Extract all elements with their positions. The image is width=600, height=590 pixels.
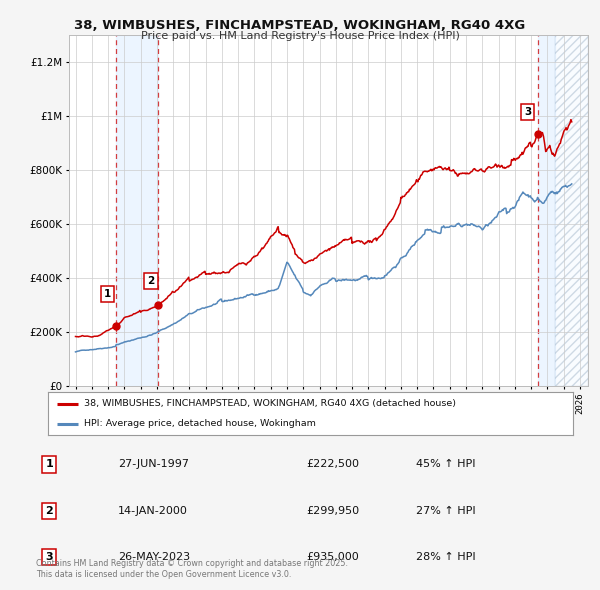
Text: HPI: Average price, detached house, Wokingham: HPI: Average price, detached house, Woki… bbox=[84, 419, 316, 428]
Text: £222,500: £222,500 bbox=[306, 460, 359, 470]
Text: 26-MAY-2023: 26-MAY-2023 bbox=[118, 552, 190, 562]
Text: 45% ↑ HPI: 45% ↑ HPI bbox=[416, 460, 476, 470]
Bar bbox=[538, 35, 556, 386]
Bar bbox=[556, 35, 588, 386]
Text: 14-JAN-2000: 14-JAN-2000 bbox=[118, 506, 188, 516]
Bar bbox=[116, 35, 158, 386]
Text: £299,950: £299,950 bbox=[306, 506, 359, 516]
Text: 27% ↑ HPI: 27% ↑ HPI bbox=[416, 506, 476, 516]
Text: £935,000: £935,000 bbox=[306, 552, 359, 562]
Text: 3: 3 bbox=[46, 552, 53, 562]
Text: 38, WIMBUSHES, FINCHAMPSTEAD, WOKINGHAM, RG40 4XG (detached house): 38, WIMBUSHES, FINCHAMPSTEAD, WOKINGHAM,… bbox=[84, 399, 456, 408]
Text: 3: 3 bbox=[524, 107, 532, 117]
Text: 38, WIMBUSHES, FINCHAMPSTEAD, WOKINGHAM, RG40 4XG: 38, WIMBUSHES, FINCHAMPSTEAD, WOKINGHAM,… bbox=[74, 19, 526, 32]
Text: Price paid vs. HM Land Registry's House Price Index (HPI): Price paid vs. HM Land Registry's House … bbox=[140, 31, 460, 41]
Text: 1: 1 bbox=[46, 460, 53, 470]
Text: 28% ↑ HPI: 28% ↑ HPI bbox=[416, 552, 476, 562]
Text: Contains HM Land Registry data © Crown copyright and database right 2025.
This d: Contains HM Land Registry data © Crown c… bbox=[36, 559, 348, 579]
Bar bbox=[556, 35, 588, 386]
Text: 2: 2 bbox=[148, 276, 155, 286]
Text: 27-JUN-1997: 27-JUN-1997 bbox=[118, 460, 190, 470]
Text: 1: 1 bbox=[104, 289, 112, 299]
Text: 2: 2 bbox=[46, 506, 53, 516]
